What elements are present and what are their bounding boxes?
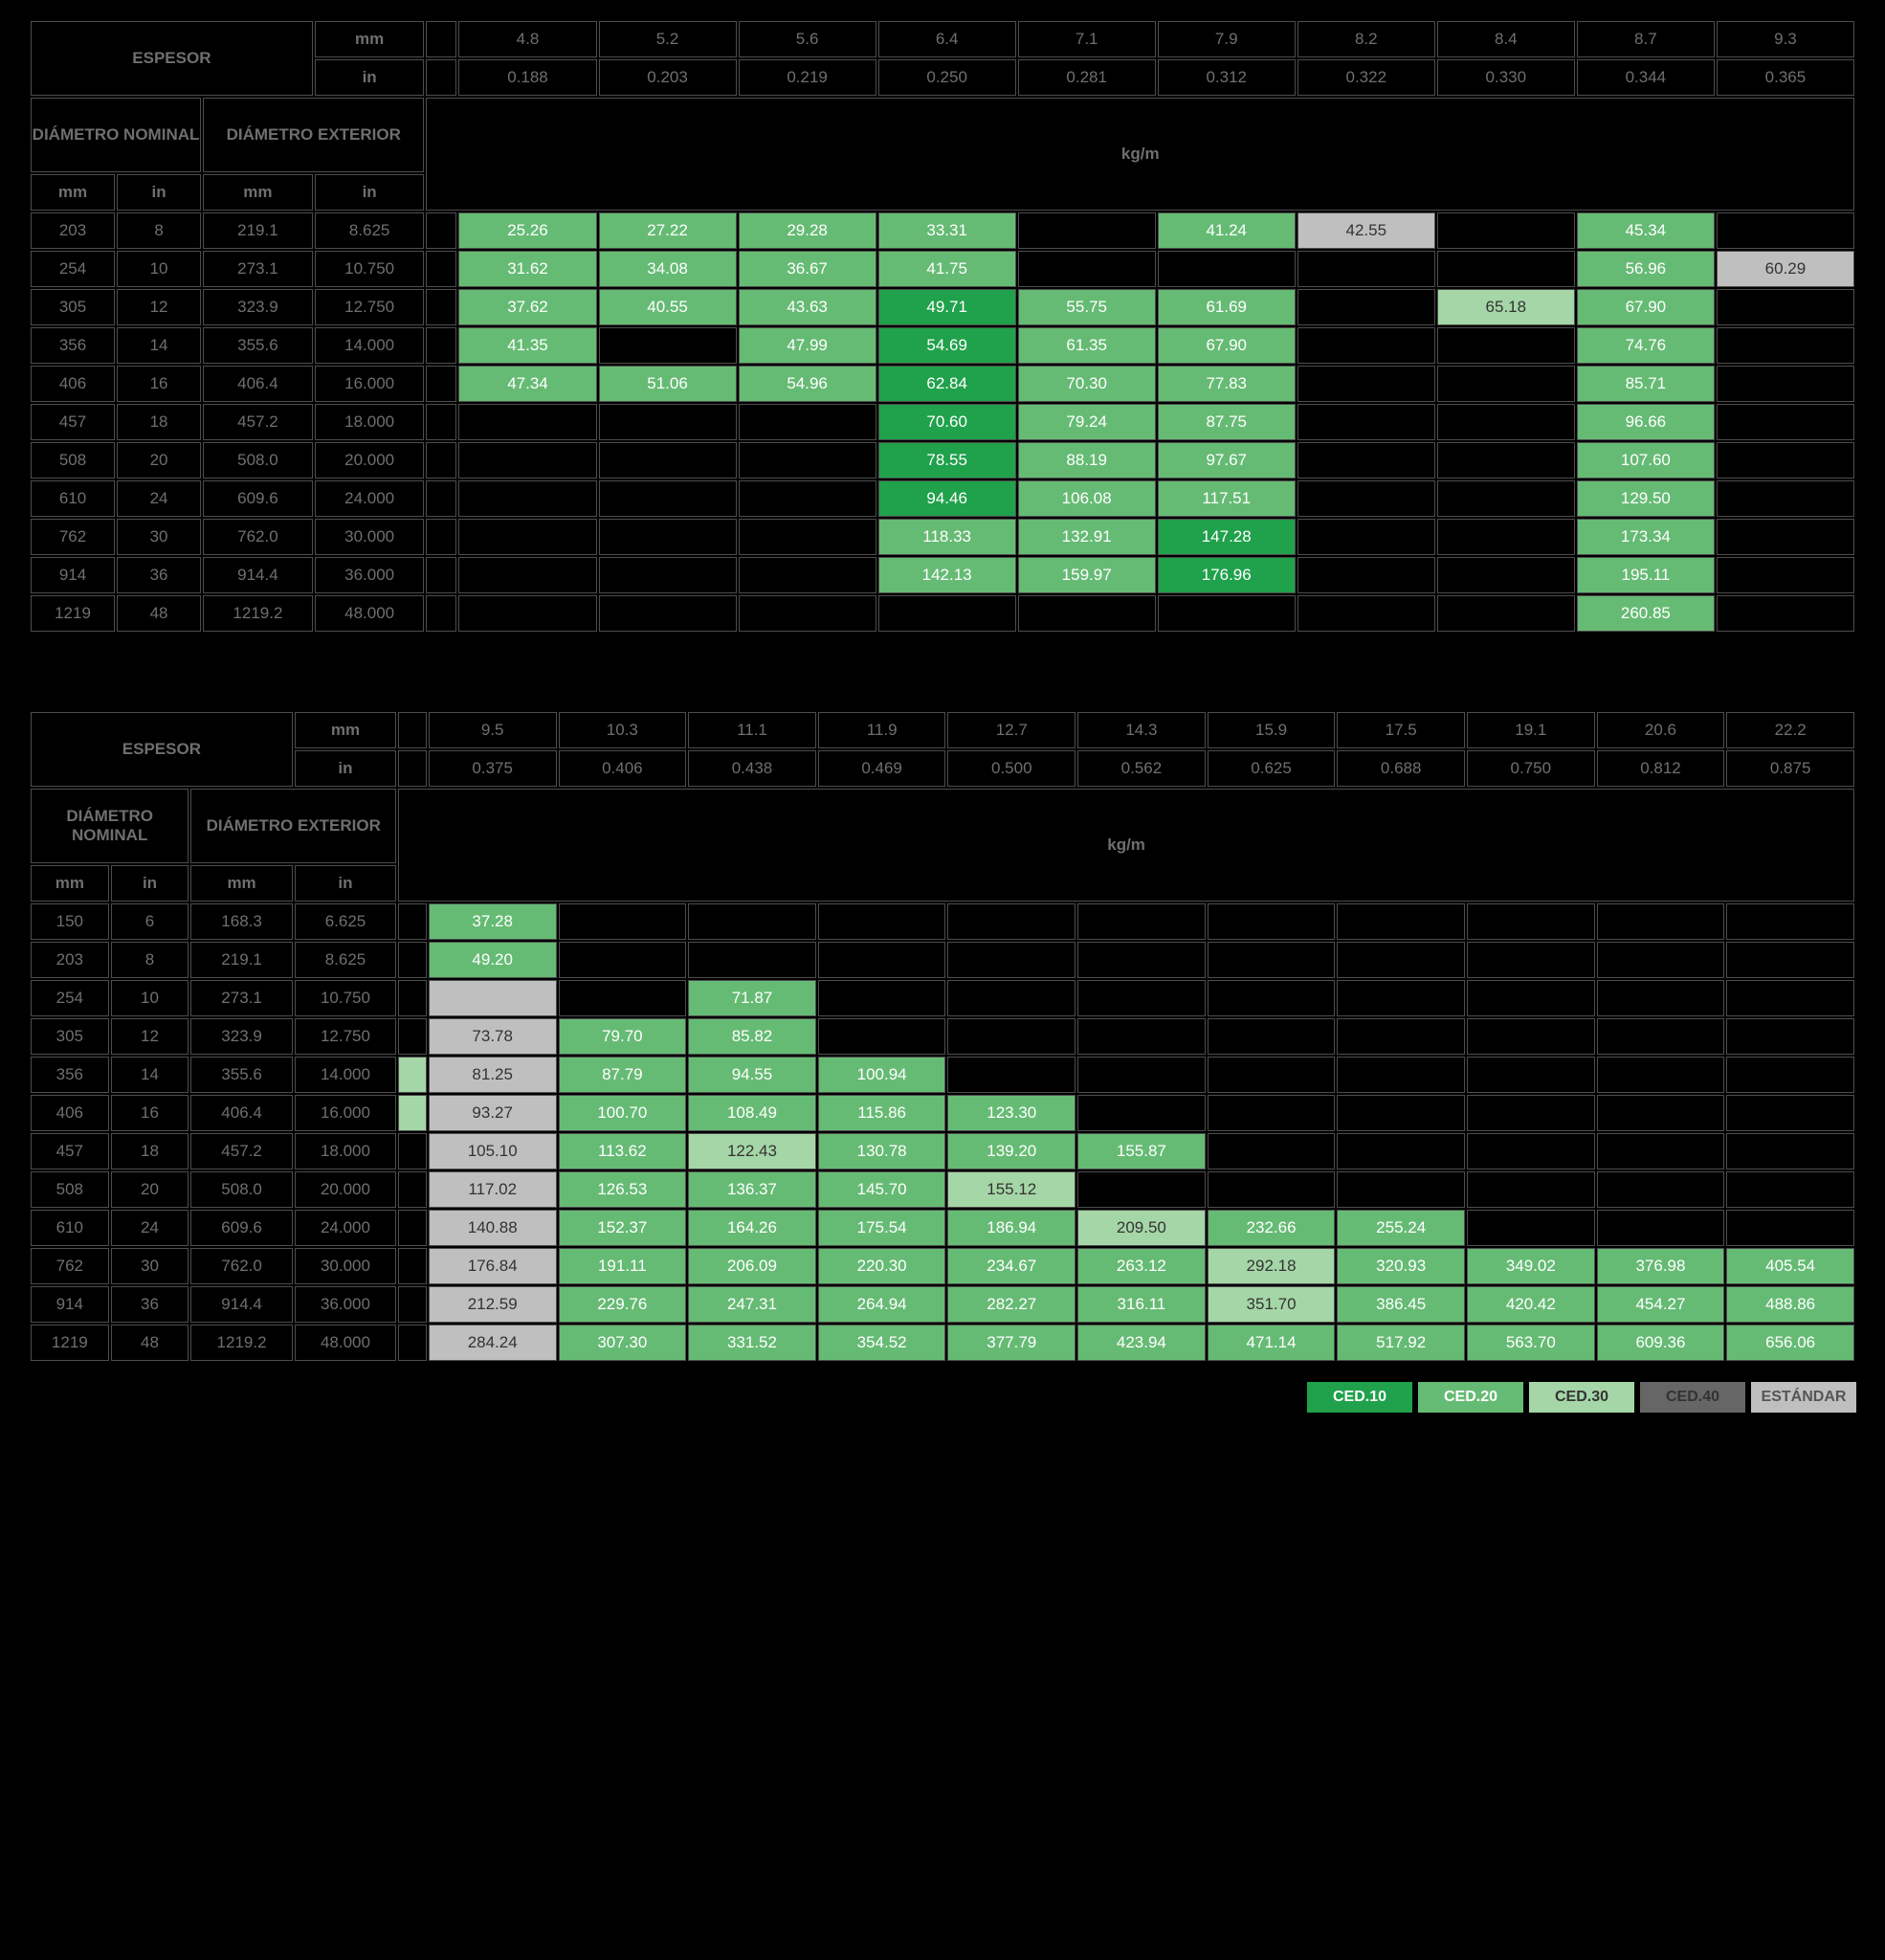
pipe-weight-table-1: ESPESOR mm 4.85.25.66.47.17.98.28.48.79.… xyxy=(29,19,1856,634)
table-row: 91436914.436.000212.59229.76247.31264.94… xyxy=(31,1286,1854,1323)
legend-ced40: CED.40 xyxy=(1640,1382,1745,1413)
table-row: 91436914.436.000142.13159.97176.96195.11 xyxy=(31,557,1854,593)
table-row: 2038219.18.62525.2627.2229.2833.3141.244… xyxy=(31,212,1854,249)
unit-in: in xyxy=(315,59,425,96)
espesor-label: ESPESOR xyxy=(31,712,293,787)
table-row: 30512323.912.75037.6240.5543.6349.7155.7… xyxy=(31,289,1854,325)
table-row: 1219481219.248.000284.24307.30331.52354.… xyxy=(31,1325,1854,1361)
diam-nominal-label: DIÁMETRO NOMINAL xyxy=(31,98,201,172)
legend-ced10: CED.10 xyxy=(1307,1382,1412,1413)
unit-mm: mm xyxy=(315,21,425,57)
table-row: 61024609.624.000140.88152.37164.26175.54… xyxy=(31,1210,1854,1246)
legend-ced30: CED.30 xyxy=(1529,1382,1634,1413)
table-row: 30512323.912.75073.7879.7085.82 xyxy=(31,1018,1854,1055)
table-row: 50820508.020.000117.02126.53136.37145.70… xyxy=(31,1171,1854,1208)
table-row: 2038219.18.62549.20 xyxy=(31,942,1854,978)
table-row: 45718457.218.00070.6079.2487.7596.66 xyxy=(31,404,1854,440)
table-row: 76230762.030.000176.84191.11206.09220.30… xyxy=(31,1248,1854,1284)
table-row: 1219481219.248.000260.85 xyxy=(31,595,1854,632)
table-row: 40616406.416.00047.3451.0654.9662.8470.3… xyxy=(31,366,1854,402)
diam-exterior-label: DIÁMETRO EXTERIOR xyxy=(203,98,424,172)
kgm-label: kg/m xyxy=(426,98,1854,211)
table-row: 25410273.110.75071.87 xyxy=(31,980,1854,1016)
espesor-label: ESPESOR xyxy=(31,21,313,96)
legend-estandar: ESTÁNDAR xyxy=(1751,1382,1856,1413)
pipe-weight-table-2: ESPESOR mm 9.510.311.111.912.714.315.917… xyxy=(29,710,1856,1363)
table-row: 25410273.110.75031.6234.0836.6741.7556.9… xyxy=(31,251,1854,287)
legend-ced20: CED.20 xyxy=(1418,1382,1523,1413)
table-row: 35614355.614.00041.3547.9954.6961.3567.9… xyxy=(31,327,1854,364)
table-row: 76230762.030.000118.33132.91147.28173.34 xyxy=(31,519,1854,555)
table-row: 35614355.614.00081.2587.7994.55100.94 xyxy=(31,1057,1854,1093)
table-row: 40616406.416.00093.27100.70108.49115.861… xyxy=(31,1095,1854,1131)
table-row: 45718457.218.000105.10113.62122.43130.78… xyxy=(31,1133,1854,1169)
table-row: 1506168.36.62537.28 xyxy=(31,903,1854,940)
table-row: 50820508.020.00078.5588.1997.67107.60 xyxy=(31,442,1854,479)
legend: CED.10 CED.20 CED.30 CED.40 ESTÁNDAR xyxy=(29,1382,1856,1413)
table-row: 61024609.624.00094.46106.08117.51129.50 xyxy=(31,480,1854,517)
